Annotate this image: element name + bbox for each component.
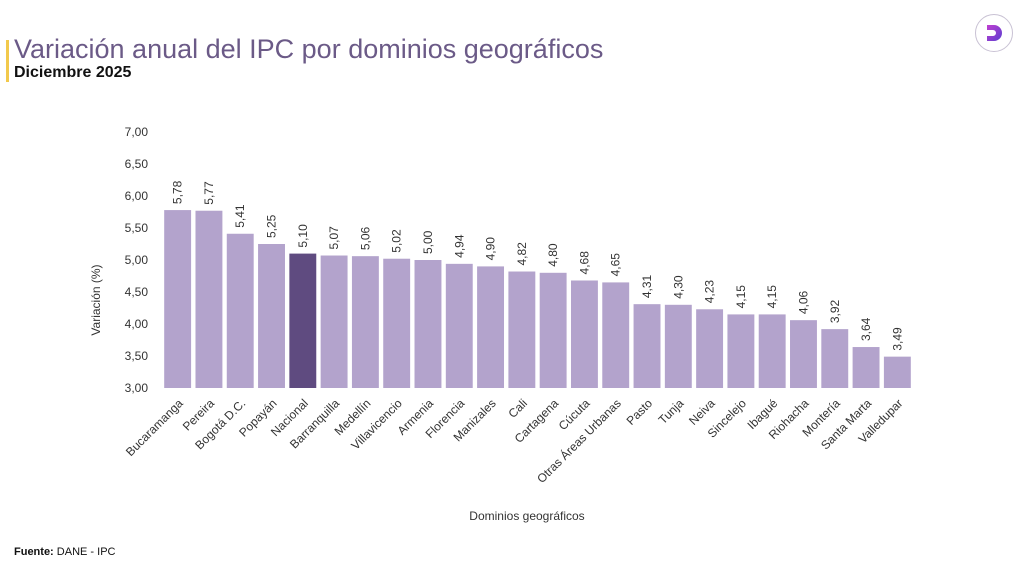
bar-medell-n: [351, 256, 379, 388]
x-tick-label: Bucaramanga: [123, 396, 186, 459]
y-tick-label: 6,00: [125, 189, 149, 203]
data-label: 5,25: [265, 214, 279, 238]
bar-villavicencio: [383, 258, 411, 388]
bar-c-cuta: [570, 280, 598, 388]
bar-bogot-d-c-: [226, 233, 254, 388]
source-value: DANE - IPC: [56, 546, 116, 558]
data-label: 4,65: [609, 253, 623, 277]
y-tick-label: 6,50: [125, 157, 149, 171]
data-label: 4,31: [640, 274, 654, 298]
data-label: 5,02: [390, 229, 404, 253]
y-tick-label: 3,00: [125, 381, 149, 395]
bar-sincelejo: [727, 314, 755, 388]
bar-ibagu-: [758, 314, 786, 388]
source-note: Fuente: DANE - IPC: [14, 546, 115, 558]
bar-manizales: [477, 266, 505, 388]
data-label: 4,90: [484, 237, 498, 261]
data-label: 5,10: [296, 224, 310, 248]
bar-neiva: [696, 309, 724, 388]
x-tick-label: Cali: [505, 396, 530, 421]
bar-pereira: [195, 210, 223, 388]
bar-valledupar: [883, 356, 911, 388]
bar-cali: [508, 271, 536, 388]
data-label: 5,77: [202, 181, 216, 205]
bar-popay-n: [258, 244, 285, 388]
data-label: 4,15: [734, 285, 748, 309]
data-label: 3,92: [828, 299, 842, 323]
data-label: 5,00: [421, 230, 435, 254]
bar-monter-a: [821, 329, 849, 388]
bar-nacional: [289, 253, 317, 388]
y-tick-label: 4,50: [125, 285, 149, 299]
data-label: 4,68: [577, 251, 591, 275]
y-tick-label: 5,50: [125, 221, 149, 235]
x-tick-label: Pasto: [624, 396, 656, 428]
data-label: 5,78: [171, 180, 185, 204]
data-label: 4,15: [765, 285, 779, 309]
data-label: 4,80: [546, 243, 560, 267]
title-accent-bar: [6, 40, 9, 82]
bar-barranquilla: [320, 255, 348, 388]
bar-armenia: [414, 260, 442, 388]
d-logo-icon: [975, 14, 1013, 52]
data-label: 4,30: [671, 275, 685, 299]
bar-florencia: [445, 263, 473, 388]
bar-riohacha: [790, 320, 817, 388]
bar-otras-reas-urbanas: [602, 282, 630, 388]
y-axis-title: Variación (%): [89, 264, 103, 335]
data-label: 4,06: [796, 290, 810, 314]
y-tick-label: 3,50: [125, 349, 149, 363]
bar-pasto: [633, 304, 661, 388]
page-subtitle: Diciembre 2025: [14, 64, 132, 81]
data-label: 4,23: [703, 280, 717, 304]
data-label: 4,94: [452, 234, 466, 258]
y-tick-label: 7,00: [125, 125, 149, 139]
data-label: 4,82: [515, 242, 529, 266]
bar-cartagena: [539, 272, 567, 388]
x-axis-title: Dominios geográficos: [469, 509, 584, 523]
bar-santa-marta: [852, 347, 880, 388]
data-label: 5,07: [327, 226, 341, 250]
source-label: Fuente:: [14, 546, 54, 558]
x-tick-label: Tunja: [656, 396, 687, 427]
data-label: 5,41: [233, 204, 247, 228]
bar-tunja: [664, 304, 692, 388]
y-tick-label: 5,00: [125, 253, 149, 267]
data-label: 3,49: [890, 327, 904, 351]
data-label: 5,06: [358, 226, 372, 250]
bar-bucaramanga: [164, 210, 192, 388]
page-title: Variación anual del IPC por dominios geo…: [14, 34, 604, 64]
data-label: 3,64: [859, 317, 873, 341]
y-tick-label: 4,00: [125, 317, 149, 331]
